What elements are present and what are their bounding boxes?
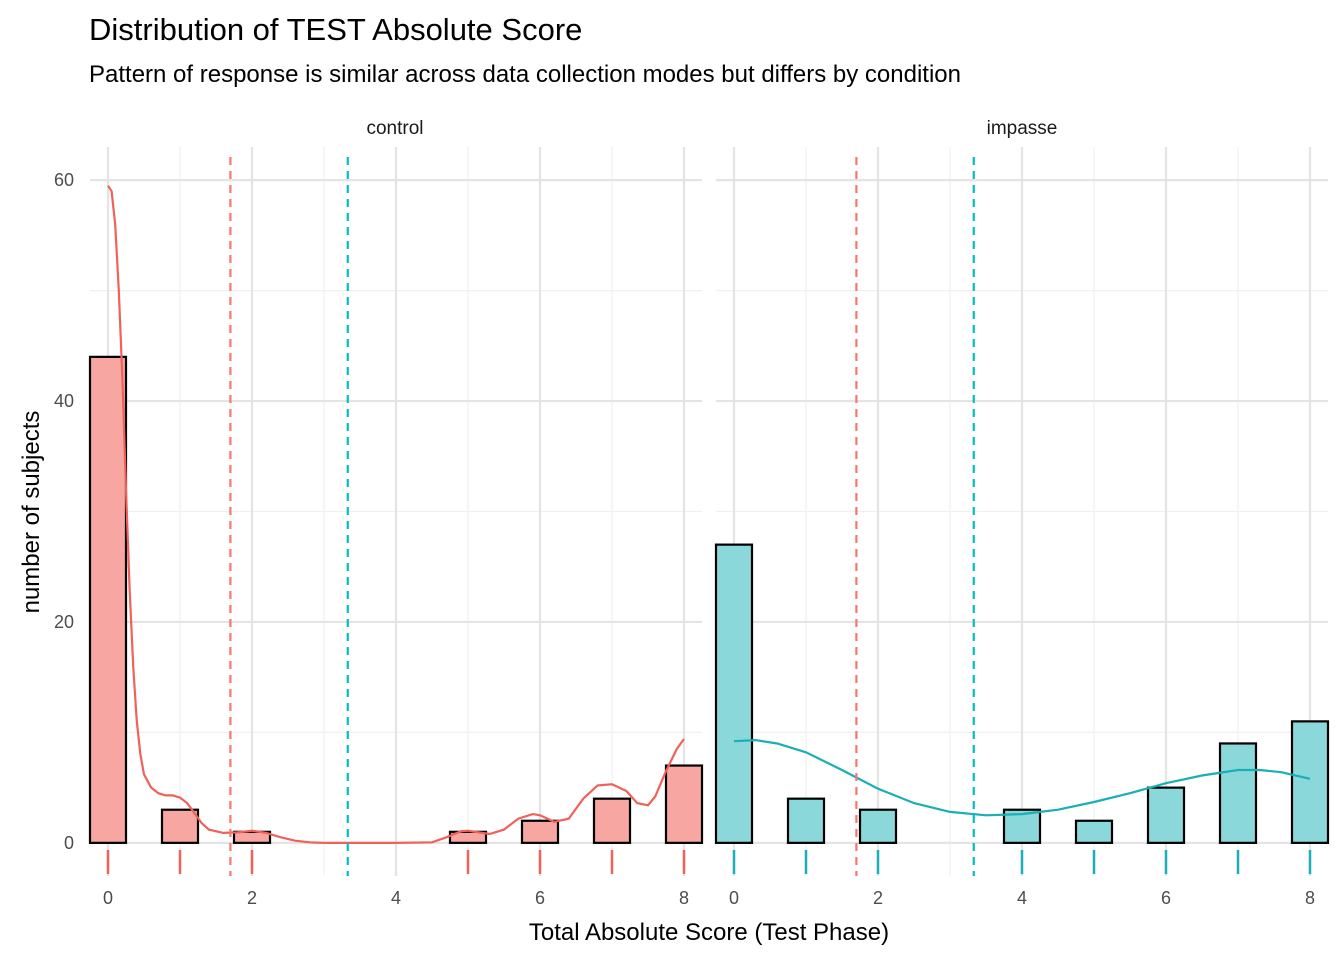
bar [664, 764, 704, 844]
bar [1290, 720, 1330, 844]
y-tick-label: 0 [64, 833, 74, 853]
bar [858, 808, 898, 844]
y-axis-title: number of subjects [18, 411, 45, 614]
strip-label-impasse: impasse [987, 118, 1058, 139]
y-tick-label: 60 [54, 170, 74, 190]
bar [448, 830, 488, 844]
x-tick-label: 4 [1017, 888, 1027, 908]
x-tick-label: 0 [729, 888, 739, 908]
x-tick-label: 8 [1305, 888, 1315, 908]
x-axis-title: Total Absolute Score (Test Phase) [529, 919, 889, 946]
bar [1218, 742, 1258, 844]
chart-subtitle: Pattern of response is similar across da… [89, 61, 961, 88]
y-tick-label: 20 [54, 612, 74, 632]
density-curve [107, 185, 685, 844]
bar [786, 797, 826, 844]
bar [88, 355, 128, 844]
panel-control: control 0 2 4 6 8 [88, 118, 704, 908]
x-tick-label: 2 [247, 888, 257, 908]
x-tick-label: 6 [535, 888, 545, 908]
y-tick-label: 40 [54, 391, 74, 411]
bar [520, 819, 560, 844]
x-tick-label: 8 [679, 888, 689, 908]
x-tick-label: 0 [103, 888, 113, 908]
panel-impasse: impasse 0 2 4 6 8 [714, 118, 1330, 908]
bar [160, 808, 200, 844]
bar [1146, 786, 1186, 844]
x-tick-label: 6 [1161, 888, 1171, 908]
bar [232, 830, 272, 844]
bar [592, 797, 632, 844]
strip-label-control: control [366, 118, 423, 139]
y-axis: 0 20 40 60 [54, 170, 74, 853]
x-tick-label: 2 [873, 888, 883, 908]
chart-title: Distribution of TEST Absolute Score [89, 12, 582, 47]
density-curve [733, 738, 1311, 817]
x-tick-label: 4 [391, 888, 401, 908]
bar [714, 543, 754, 844]
bar [1074, 819, 1114, 844]
bar [1002, 808, 1042, 844]
